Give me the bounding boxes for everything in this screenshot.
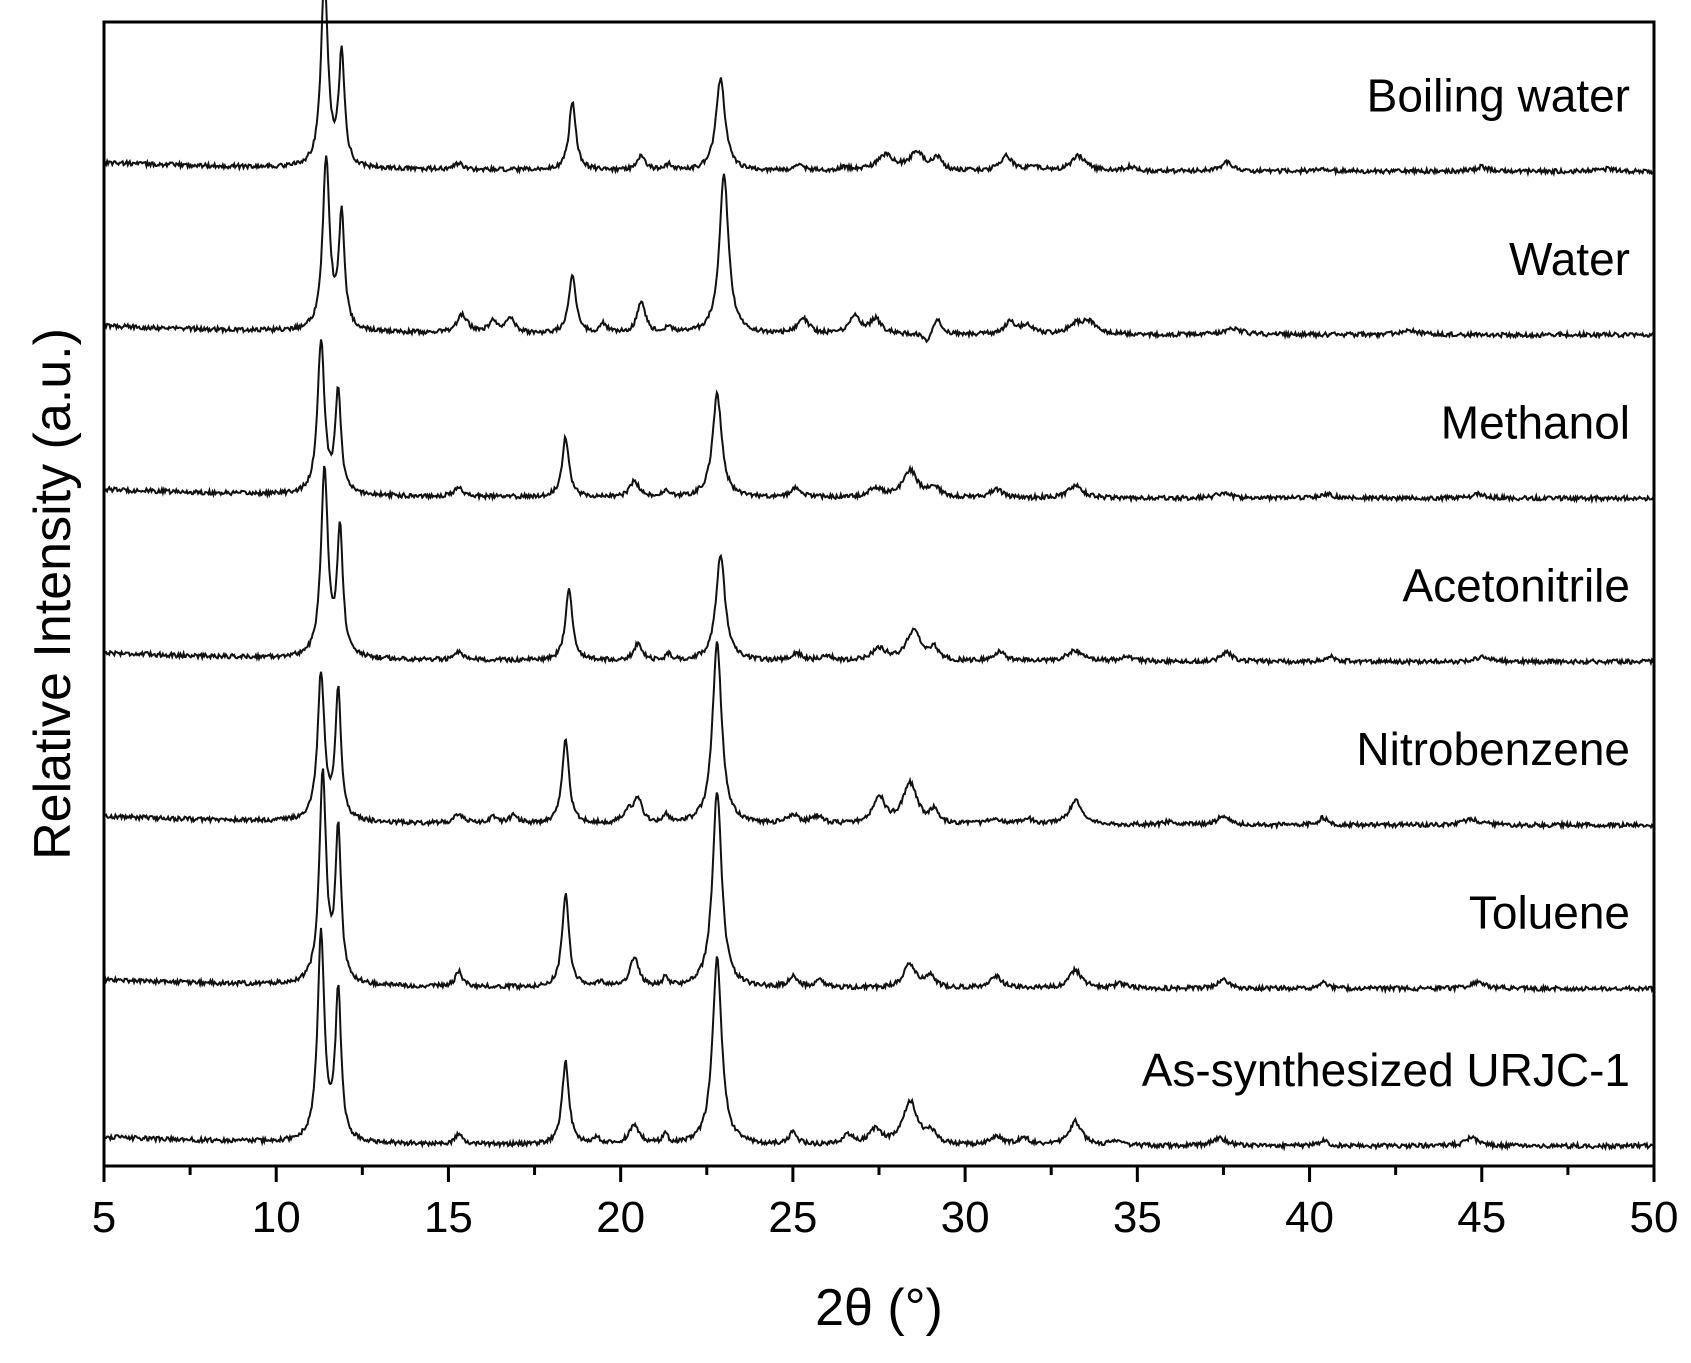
x-tick-label: 10 <box>252 1193 301 1242</box>
series-label: Toluene <box>1469 887 1630 939</box>
series-label: Boiling water <box>1367 69 1630 121</box>
series-label: As-synthesized URJC-1 <box>1142 1044 1630 1096</box>
series-label: Methanol <box>1441 396 1630 448</box>
x-tick-label: 30 <box>941 1193 990 1242</box>
x-tick-label: 50 <box>1630 1193 1679 1242</box>
x-tick-label: 40 <box>1285 1193 1334 1242</box>
trace-water <box>103 155 1655 344</box>
y-axis-label: Relative Intensity (a.u.) <box>24 328 82 860</box>
x-tick-label: 5 <box>92 1193 116 1242</box>
trace-methanol <box>103 339 1655 504</box>
series-label: Water <box>1509 233 1630 285</box>
trace-as-synthesized-urjc-1 <box>103 927 1655 1152</box>
series-label: Nitrobenzene <box>1356 723 1630 775</box>
trace-boiling-water <box>103 0 1655 178</box>
trace-toluene <box>103 768 1655 995</box>
x-tick-label: 25 <box>768 1193 817 1242</box>
x-tick-label: 15 <box>424 1193 473 1242</box>
traces-group <box>103 0 1655 1152</box>
trace-acetonitrile <box>103 465 1655 667</box>
x-tick-label: 35 <box>1113 1193 1162 1242</box>
x-tick-label: 45 <box>1457 1193 1506 1242</box>
x-axis-ticks: 5 10 15 20 25 30 35 40 45 50 <box>92 1166 1679 1242</box>
trace-nitrobenzene <box>103 641 1655 831</box>
x-tick-label: 20 <box>596 1193 645 1242</box>
x-axis-label: 2θ (°) <box>815 1279 943 1337</box>
series-label: Acetonitrile <box>1402 560 1630 612</box>
series-labels-group: Boiling water Water Methanol Acetonitrile Ni… <box>1142 69 1630 1096</box>
